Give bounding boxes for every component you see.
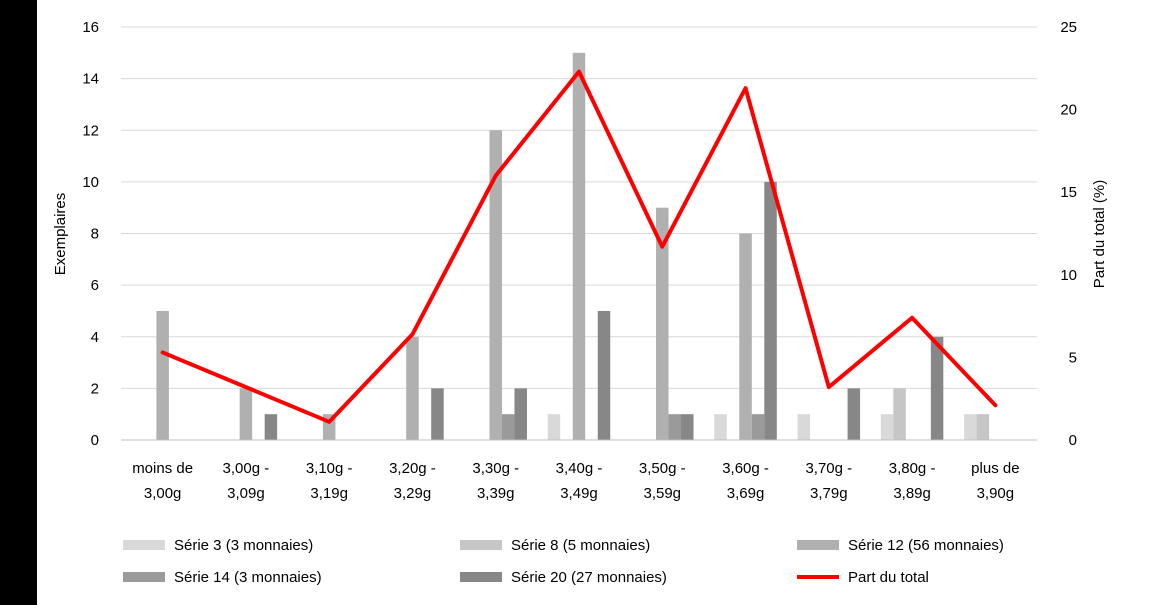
y-tick-label: 14	[82, 71, 99, 88]
legend-label: Série 3 (3 monnaies)	[174, 537, 313, 554]
legend-label: Part du total	[848, 569, 929, 586]
bar	[239, 388, 253, 440]
bar	[501, 414, 515, 440]
legend-swatch	[460, 540, 502, 550]
x-tick-label: moins de	[132, 460, 193, 477]
bar	[681, 414, 694, 440]
x-tick-label: 3,69g	[727, 485, 765, 502]
bar	[964, 414, 977, 440]
bar	[797, 414, 811, 440]
y2-tick-label: 20	[1060, 102, 1077, 119]
y-tick-label: 8	[91, 226, 99, 243]
y-tick-label: 12	[82, 122, 99, 139]
x-tick-label: 3,20g -	[389, 460, 436, 477]
bar	[572, 52, 586, 440]
x-tick-label: 3,09g	[227, 485, 265, 502]
bar	[547, 414, 561, 440]
y-tick-label: 10	[82, 174, 99, 191]
y2-tick-label: 10	[1060, 267, 1077, 284]
x-tick-label: 3,90g	[977, 485, 1015, 502]
x-tick-label: 3,89g	[893, 485, 931, 502]
y-tick-label: 2	[91, 380, 99, 397]
legend-swatch	[123, 572, 165, 582]
legend-label: Série 8 (5 monnaies)	[511, 537, 650, 554]
legend-label: Série 14 (3 monnaies)	[174, 569, 322, 586]
y2-tick-label: 15	[1060, 184, 1077, 201]
legend: Série 3 (3 monnaies) Série 8 (5 monnaies)…	[123, 537, 1004, 586]
x-tick-label: 3,70g -	[805, 460, 852, 477]
bar	[893, 388, 906, 440]
x-tick-label: 3,39g	[477, 485, 515, 502]
y2-tick-label: 25	[1060, 19, 1077, 36]
chart: 0 2 4 6 8 10 12 14 16 0 5 10 15 20 25 moins de 3,00g 3,00…	[52, 19, 1108, 586]
y2-tick-label: 0	[1069, 432, 1077, 449]
y-tick-label: 0	[91, 432, 99, 449]
bar	[764, 181, 777, 440]
x-tick-label: 3,40g -	[556, 460, 603, 477]
x-tick-label: 3,79g	[810, 485, 848, 502]
legend-label: Série 20 (27 monnaies)	[511, 569, 667, 586]
x-tick-label: 3,10g -	[306, 460, 353, 477]
y2-axis-title: Part du total (%)	[1091, 180, 1108, 288]
y-tick-label: 4	[91, 329, 99, 346]
x-tick-label: 3,59g	[643, 485, 681, 502]
x-tick-label: 3,30g -	[472, 460, 519, 477]
x-tick-label: 3,29g	[394, 485, 432, 502]
x-tick-label: 3,50g -	[639, 460, 686, 477]
y-tick-label: 16	[82, 19, 99, 36]
x-tick-label: 3,80g -	[889, 460, 936, 477]
y-tick-label: 6	[91, 277, 99, 294]
part-du-total-line-layer	[160, 69, 998, 424]
x-tick-label: plus de	[971, 460, 1019, 477]
y-axis-title: Exemplaires	[52, 193, 69, 276]
part-du-total-line	[160, 69, 998, 424]
bar	[489, 130, 502, 440]
y2-tick-label: 5	[1069, 349, 1077, 366]
bar	[264, 414, 278, 440]
bar	[847, 388, 861, 440]
bar	[597, 310, 611, 440]
bar	[880, 414, 894, 440]
bar	[976, 414, 990, 440]
x-tick-label: 3,00g -	[223, 460, 270, 477]
x-tick-label: 3,00g	[144, 485, 182, 502]
x-tick-label: 3,49g	[560, 485, 598, 502]
chart-container: 0 2 4 6 8 10 12 14 16 0 5 10 15 20 25 moins de 3,00g 3,00…	[37, 0, 1150, 605]
legend-swatch	[797, 540, 839, 550]
bars	[156, 52, 990, 440]
bar	[714, 414, 727, 440]
x-tick-label: 3,19g	[310, 485, 348, 502]
legend-swatch	[123, 540, 165, 550]
x-tick-label: 3,60g -	[722, 460, 769, 477]
bar	[751, 414, 765, 440]
bar	[656, 207, 669, 440]
bar	[514, 388, 527, 440]
bar	[431, 388, 444, 440]
bar	[668, 414, 682, 440]
axes: 0 2 4 6 8 10 12 14 16 0 5 10 15 20 25 moins de 3,00g 3,00…	[82, 19, 1077, 502]
bar	[406, 336, 419, 440]
bar	[739, 233, 752, 440]
bar	[930, 336, 944, 440]
legend-swatch	[460, 572, 502, 582]
legend-label: Série 12 (56 monnaies)	[848, 537, 1004, 554]
bar	[156, 310, 169, 440]
